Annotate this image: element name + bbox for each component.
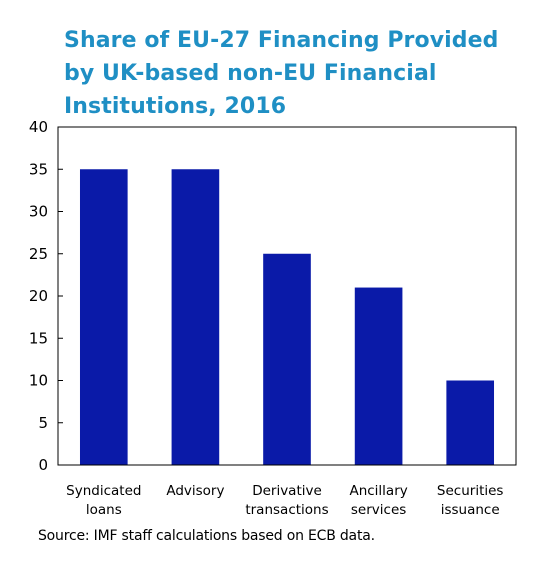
chart-title: Share of EU-27 Financing Provided by UK-… (64, 28, 499, 119)
x-category-label: Advisory (166, 483, 224, 499)
x-category-label-line: transactions (245, 502, 328, 518)
x-category-label-line: Ancillary (349, 483, 407, 499)
x-axis-category-labels: Syndicated loans Advisory Derivative transac… (66, 483, 503, 518)
x-category-label-line: services (351, 502, 406, 518)
bar (446, 380, 495, 465)
x-category-label-line: Syndicated (66, 483, 141, 499)
x-category-label-line: Advisory (166, 483, 224, 499)
y-tick-label: 5 (38, 414, 48, 432)
x-category-label-line: Securities (437, 483, 504, 499)
y-tick-label: 0 (38, 456, 48, 474)
x-category-label-line: loans (86, 502, 122, 518)
bar (354, 287, 403, 465)
y-axis-ticks (58, 126, 63, 466)
y-axis-tick-labels: 0 5 10 15 20 25 30 35 40 (29, 118, 48, 474)
y-tick-label: 40 (29, 118, 48, 136)
y-tick-label: 15 (29, 329, 48, 347)
bar (263, 253, 311, 465)
y-tick-label: 20 (29, 287, 48, 305)
y-tick-label: 10 (29, 372, 48, 390)
x-category-label: Derivative transactions (245, 483, 328, 518)
source-note: Source: IMF staff calculations based on … (38, 528, 375, 544)
bar (79, 169, 128, 465)
y-tick-label: 30 (29, 203, 48, 221)
y-tick-label: 35 (29, 160, 48, 178)
x-category-label: Ancillary services (349, 483, 407, 518)
x-category-label: Securities issuance (437, 483, 504, 518)
x-category-label: Syndicated loans (66, 483, 141, 518)
x-category-label-line: issuance (441, 502, 500, 518)
bar (171, 169, 220, 465)
y-tick-label: 25 (29, 245, 48, 263)
bars-group (79, 169, 495, 465)
x-category-label-line: Derivative (252, 483, 322, 499)
